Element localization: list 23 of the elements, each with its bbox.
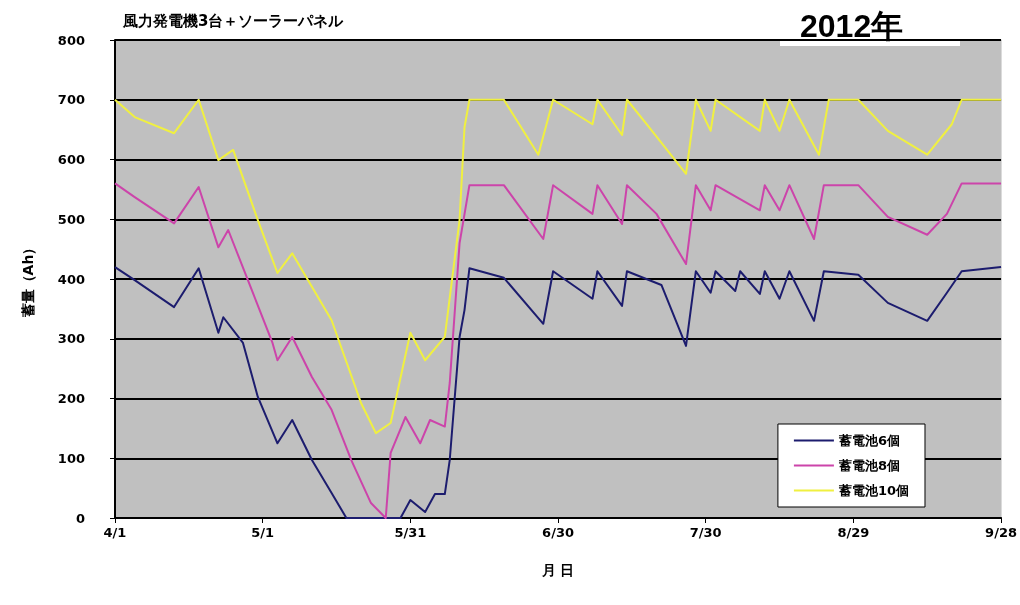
- y-tick-label: 400: [57, 271, 85, 287]
- y-axis-title: 蓄量（Ah）: [20, 240, 36, 319]
- x-axis-title: 月 日: [540, 562, 575, 578]
- x-tick-label: 6/30: [542, 525, 574, 540]
- y-tick-label: 600: [57, 152, 85, 167]
- legend-label: 蓄電池8個: [837, 458, 900, 473]
- legend-label: 蓄電池6個: [837, 433, 900, 448]
- y-tick-label: 300: [57, 331, 85, 347]
- legend-label: 蓄電池10個: [837, 483, 909, 498]
- y-tick-label: 200: [57, 391, 85, 406]
- chart-title: 風力発電機3台＋ソーラーパネル: [122, 11, 345, 30]
- y-tick-label: 500: [57, 211, 85, 227]
- annotation: 2012年: [800, 8, 904, 44]
- x-tick-label: 5/31: [394, 525, 427, 540]
- y-tick-label: 0: [75, 510, 85, 526]
- y-tick-label: 700: [57, 92, 85, 108]
- x-tick-label: 7/30: [689, 525, 722, 540]
- x-tick-label: 5/1: [251, 525, 275, 540]
- x-tick-label: 4/1: [103, 525, 127, 540]
- x-tick-label: 8/29: [837, 525, 870, 540]
- y-tick-label: 800: [57, 32, 85, 48]
- x-tick-label: 9/28: [985, 525, 1017, 540]
- y-tick-label: 100: [57, 450, 85, 466]
